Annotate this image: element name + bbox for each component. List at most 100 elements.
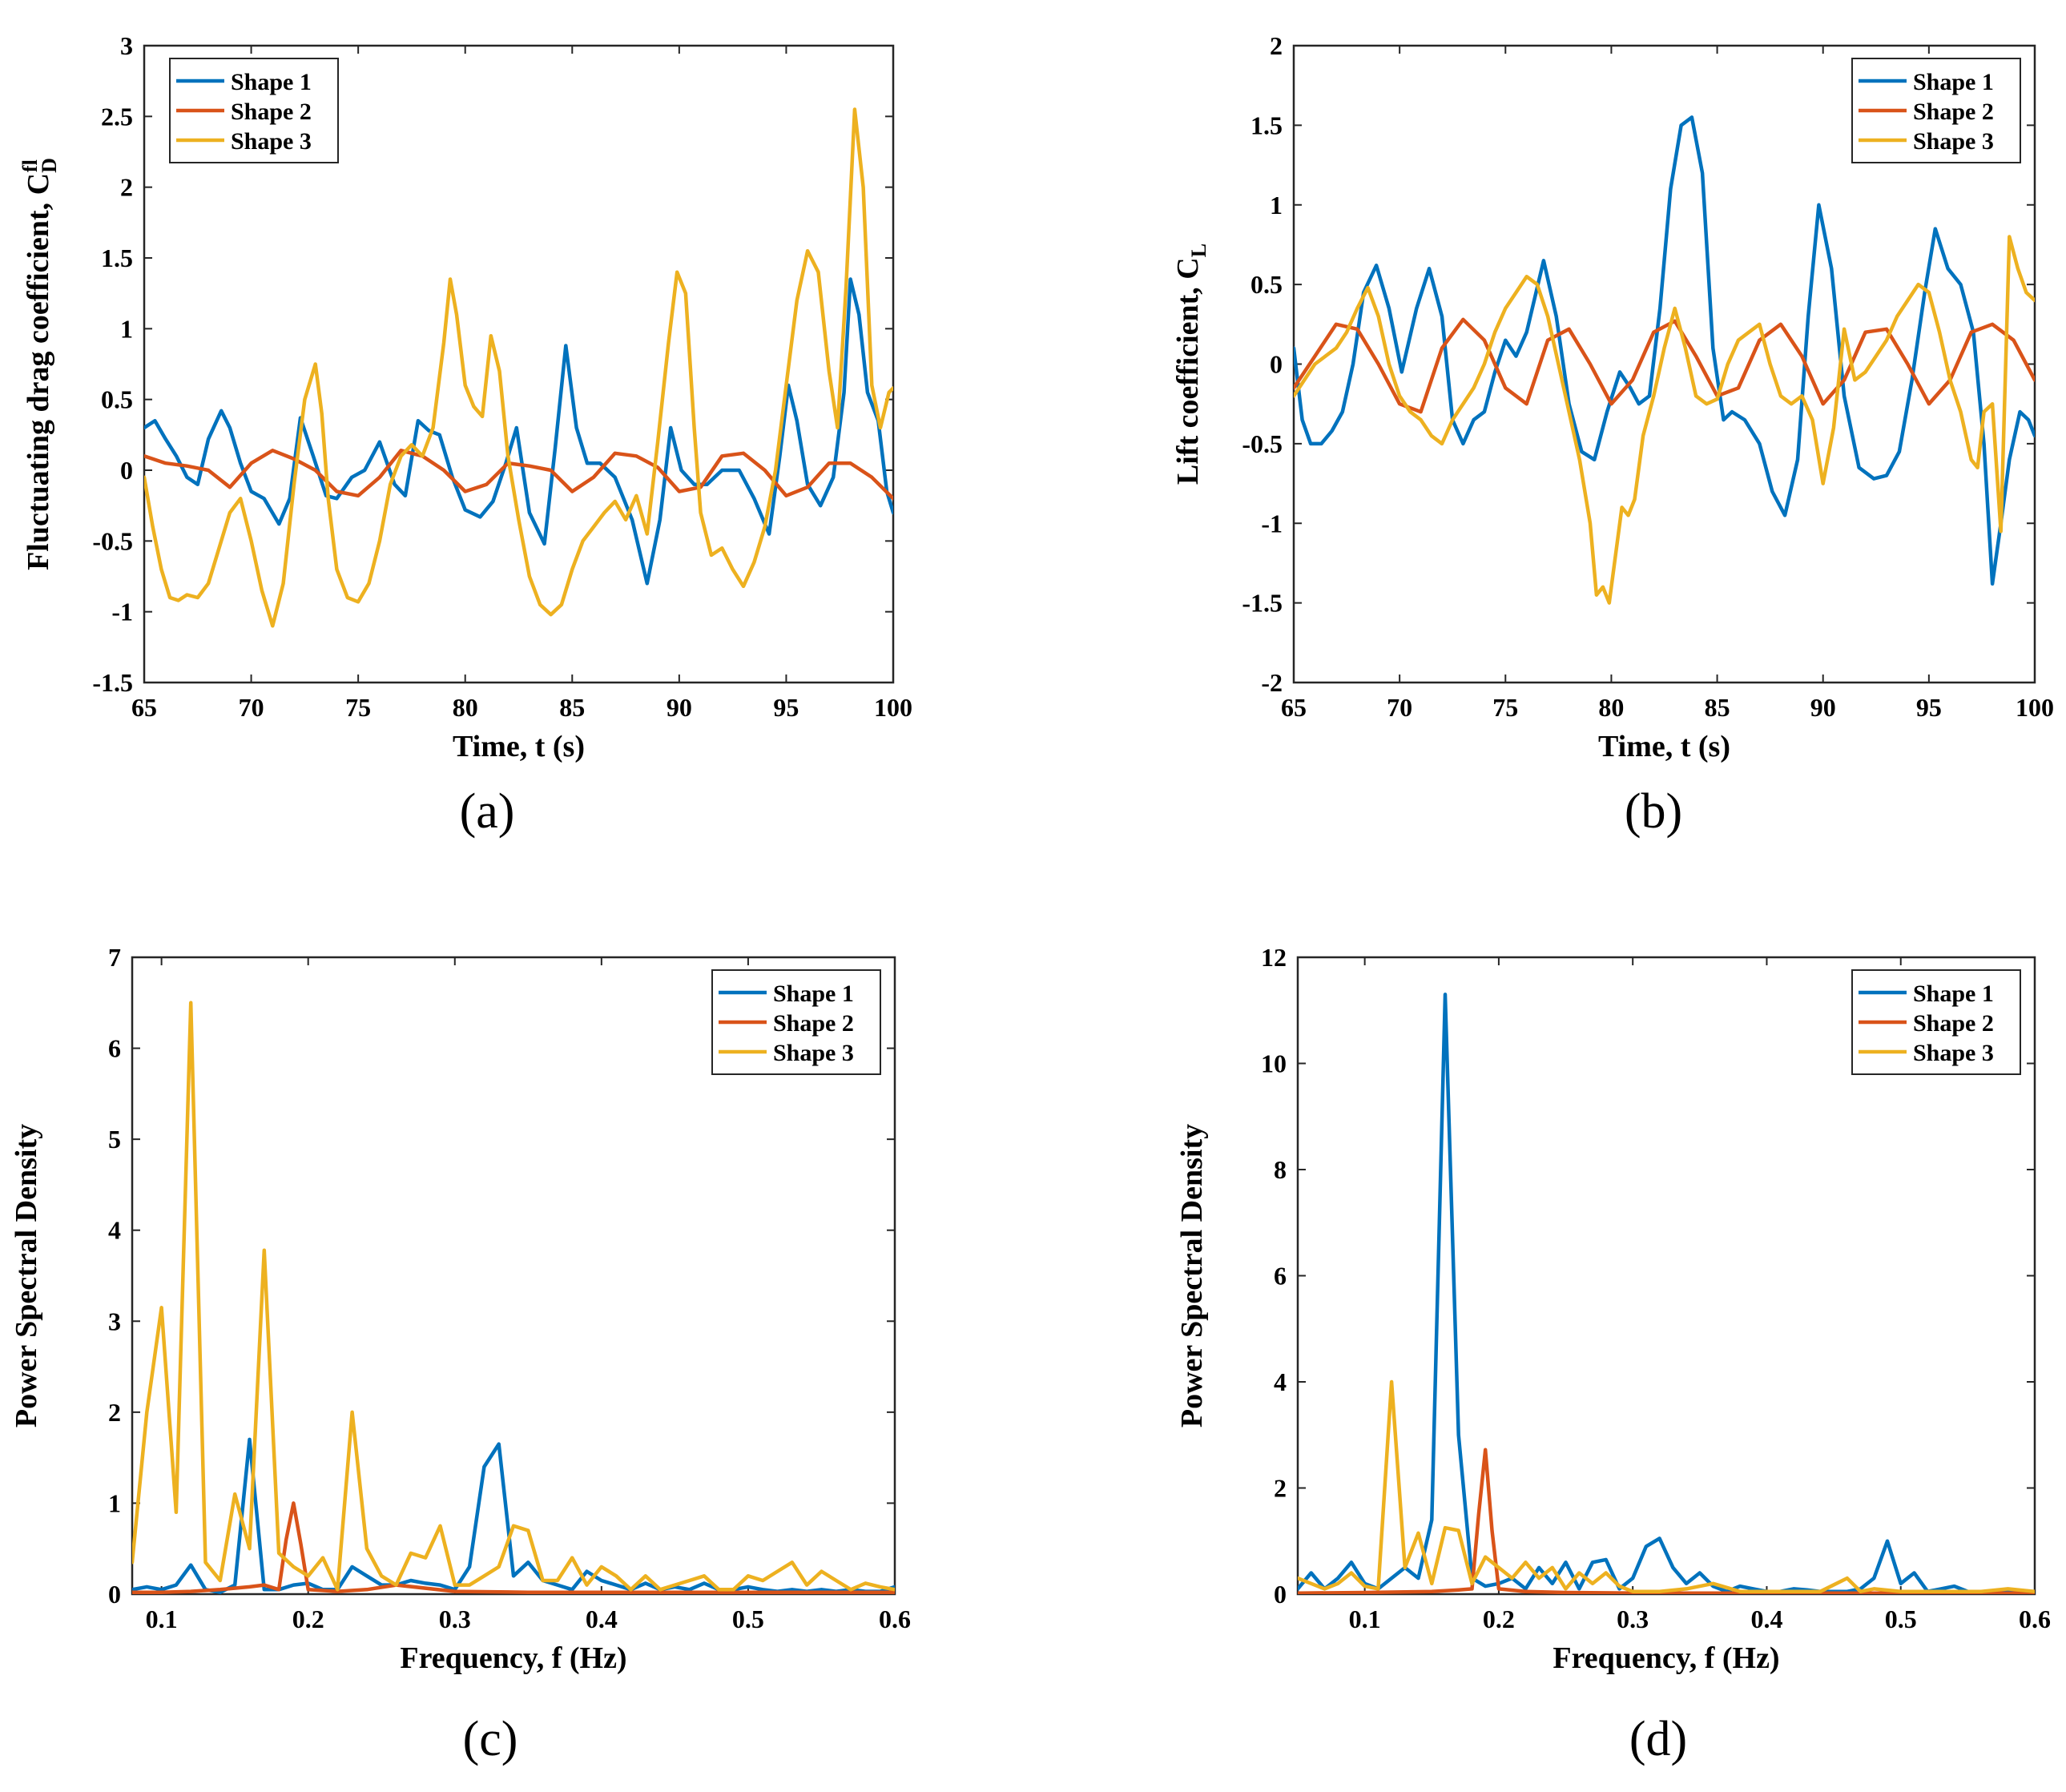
y-tick-label: 5	[108, 1125, 121, 1154]
x-tick-label: 95	[1916, 693, 1942, 722]
y-tick-label: 2	[120, 173, 133, 202]
legend-label-shape-3: Shape 3	[231, 128, 312, 155]
legend-label-shape-2: Shape 2	[773, 1010, 854, 1037]
series-line-shape-3	[1298, 1379, 2035, 1593]
x-tick-label: 0.5	[1885, 1605, 1917, 1633]
y-tick-label: -2	[1261, 668, 1283, 697]
series-line-shape-2	[1294, 317, 2035, 414]
y-tick-label: 6	[108, 1034, 121, 1063]
series-line-shape-3	[144, 107, 893, 628]
legend: Shape 1 Shape 2 Shape 3	[1851, 58, 2021, 163]
chart-4: 0.1 0.2 0.3 0.4 0.5 0.6 0 2 4 6 8 10 12 Frequency, f …	[1175, 943, 2051, 1675]
y-axis-label: Power Spectral Density	[1175, 1124, 1209, 1428]
series-line-shape-1	[1294, 115, 2035, 586]
y-tick-label: 0	[108, 1580, 121, 1609]
y-tick-label: 0.5	[101, 385, 133, 414]
y-tick-label: 0	[1274, 1580, 1287, 1609]
chart-1: 65 70 75 80 85 90 95 100 -1.5 -1 -0.5 0 0.5 1 1.5 2 2.5 3…	[18, 31, 912, 763]
legend: Shape 1 Shape 2 Shape 3	[169, 58, 339, 163]
x-tick-label: 70	[239, 693, 264, 722]
y-tick-label: 6	[1274, 1262, 1287, 1291]
y-tick-label: 3	[120, 31, 133, 60]
series-line-shape-1	[144, 277, 893, 586]
y-tick-label: 1.5	[1250, 111, 1283, 139]
chart-3: 0.1 0.2 0.3 0.4 0.5 0.6 0 1 2 3 4 5 6 7 Frequency, f (…	[10, 943, 911, 1675]
y-axis-label: Lift coefficient, CL	[1171, 244, 1210, 485]
y-tick-label: 8	[1274, 1155, 1287, 1184]
x-tick-label: 0.5	[732, 1605, 764, 1633]
series-line-shape-3	[1294, 235, 2035, 605]
x-tick-label: 0.6	[2019, 1605, 2051, 1633]
legend: Shape 1 Shape 2 Shape 3	[711, 969, 881, 1075]
series-line-shape-2	[144, 449, 893, 501]
legend-label-shape-1: Shape 1	[231, 69, 312, 95]
y-tick-label: -1.5	[92, 668, 133, 697]
y-tick-label: 10	[1261, 1049, 1287, 1078]
x-tick-label: 65	[131, 693, 157, 722]
y-tick-label: 2	[108, 1398, 121, 1427]
chart-2: 65 70 75 80 85 90 95 100 -2 -1.5 -1 -0.5 0 0.5 1 1.5 2 Ti…	[1171, 31, 2054, 763]
x-tick-label: 65	[1281, 693, 1307, 722]
x-tick-label: 90	[667, 693, 692, 722]
y-tick-label: 2.5	[101, 102, 133, 131]
x-tick-label: 0.1	[1349, 1605, 1381, 1633]
y-tick-label: 4	[1274, 1367, 1287, 1396]
x-axis-label: Time, t (s)	[1598, 730, 1730, 763]
legend-label-shape-3: Shape 3	[1913, 128, 1994, 155]
x-tick-label: 95	[773, 693, 799, 722]
y-tick-label: 1	[108, 1488, 121, 1517]
x-tick-label: 75	[345, 693, 371, 722]
y-tick-label: 4	[108, 1216, 121, 1245]
legend-label-shape-1: Shape 1	[1913, 981, 1994, 1007]
x-tick-label: 0.3	[1617, 1605, 1649, 1633]
x-tick-label: 75	[1492, 693, 1518, 722]
x-tick-label: 100	[2016, 693, 2054, 722]
panel-label-a: (a)	[459, 784, 515, 839]
y-tick-label: -0.5	[92, 526, 133, 555]
panel-label-b: (b)	[1624, 784, 1683, 839]
y-axis-label: Fluctuating drag coefficient, CDfl	[18, 158, 61, 570]
x-tick-label: 0.4	[586, 1605, 618, 1633]
y-tick-label: 3	[108, 1307, 121, 1335]
legend-label-shape-3: Shape 3	[773, 1040, 854, 1066]
series-line-shape-3	[132, 1001, 895, 1592]
x-tick-label: 85	[1705, 693, 1730, 722]
x-tick-label: 80	[1598, 693, 1624, 722]
y-tick-label: -1	[111, 598, 133, 626]
legend-label-shape-2: Shape 2	[1913, 1010, 1994, 1037]
series-line-shape-2	[1298, 1448, 2035, 1594]
y-tick-label: -1	[1261, 509, 1283, 538]
y-tick-label: 0	[120, 456, 133, 485]
legend-box	[711, 969, 881, 1075]
x-axis-label: Frequency, f (Hz)	[400, 1641, 626, 1675]
x-tick-label: 0.4	[1750, 1605, 1782, 1633]
y-tick-label: 7	[108, 943, 121, 972]
x-tick-label: 0.6	[879, 1605, 911, 1633]
y-tick-label: 12	[1261, 943, 1287, 972]
x-tick-label: 85	[559, 693, 585, 722]
y-tick-label: 1	[120, 314, 133, 343]
panel-label-d: (d)	[1629, 1712, 1688, 1766]
x-axis-label: Time, t (s)	[453, 730, 585, 763]
series-line-shape-1	[132, 1437, 895, 1594]
x-tick-label: 90	[1810, 693, 1836, 722]
legend-label-shape-3: Shape 3	[1913, 1040, 1994, 1066]
x-tick-label: 70	[1387, 693, 1412, 722]
y-tick-label: 1	[1270, 191, 1283, 219]
y-tick-label: 0	[1270, 350, 1283, 379]
legend-label-shape-2: Shape 2	[231, 99, 312, 125]
legend: Shape 1 Shape 2 Shape 3	[1851, 969, 2021, 1075]
x-tick-label: 0.1	[146, 1605, 178, 1633]
y-tick-label: 1.5	[101, 244, 133, 272]
y-tick-label: 2	[1270, 31, 1283, 60]
y-tick-label: -0.5	[1242, 429, 1283, 458]
y-axis-label: Power Spectral Density	[10, 1124, 43, 1428]
legend-label-shape-1: Shape 1	[1913, 69, 1994, 95]
series-line-shape-2	[132, 1501, 895, 1594]
x-axis-label: Frequency, f (Hz)	[1553, 1641, 1779, 1675]
x-tick-label: 0.2	[292, 1605, 324, 1633]
y-tick-label: -1.5	[1242, 589, 1283, 618]
x-tick-label: 80	[453, 693, 478, 722]
x-tick-label: 100	[874, 693, 912, 722]
